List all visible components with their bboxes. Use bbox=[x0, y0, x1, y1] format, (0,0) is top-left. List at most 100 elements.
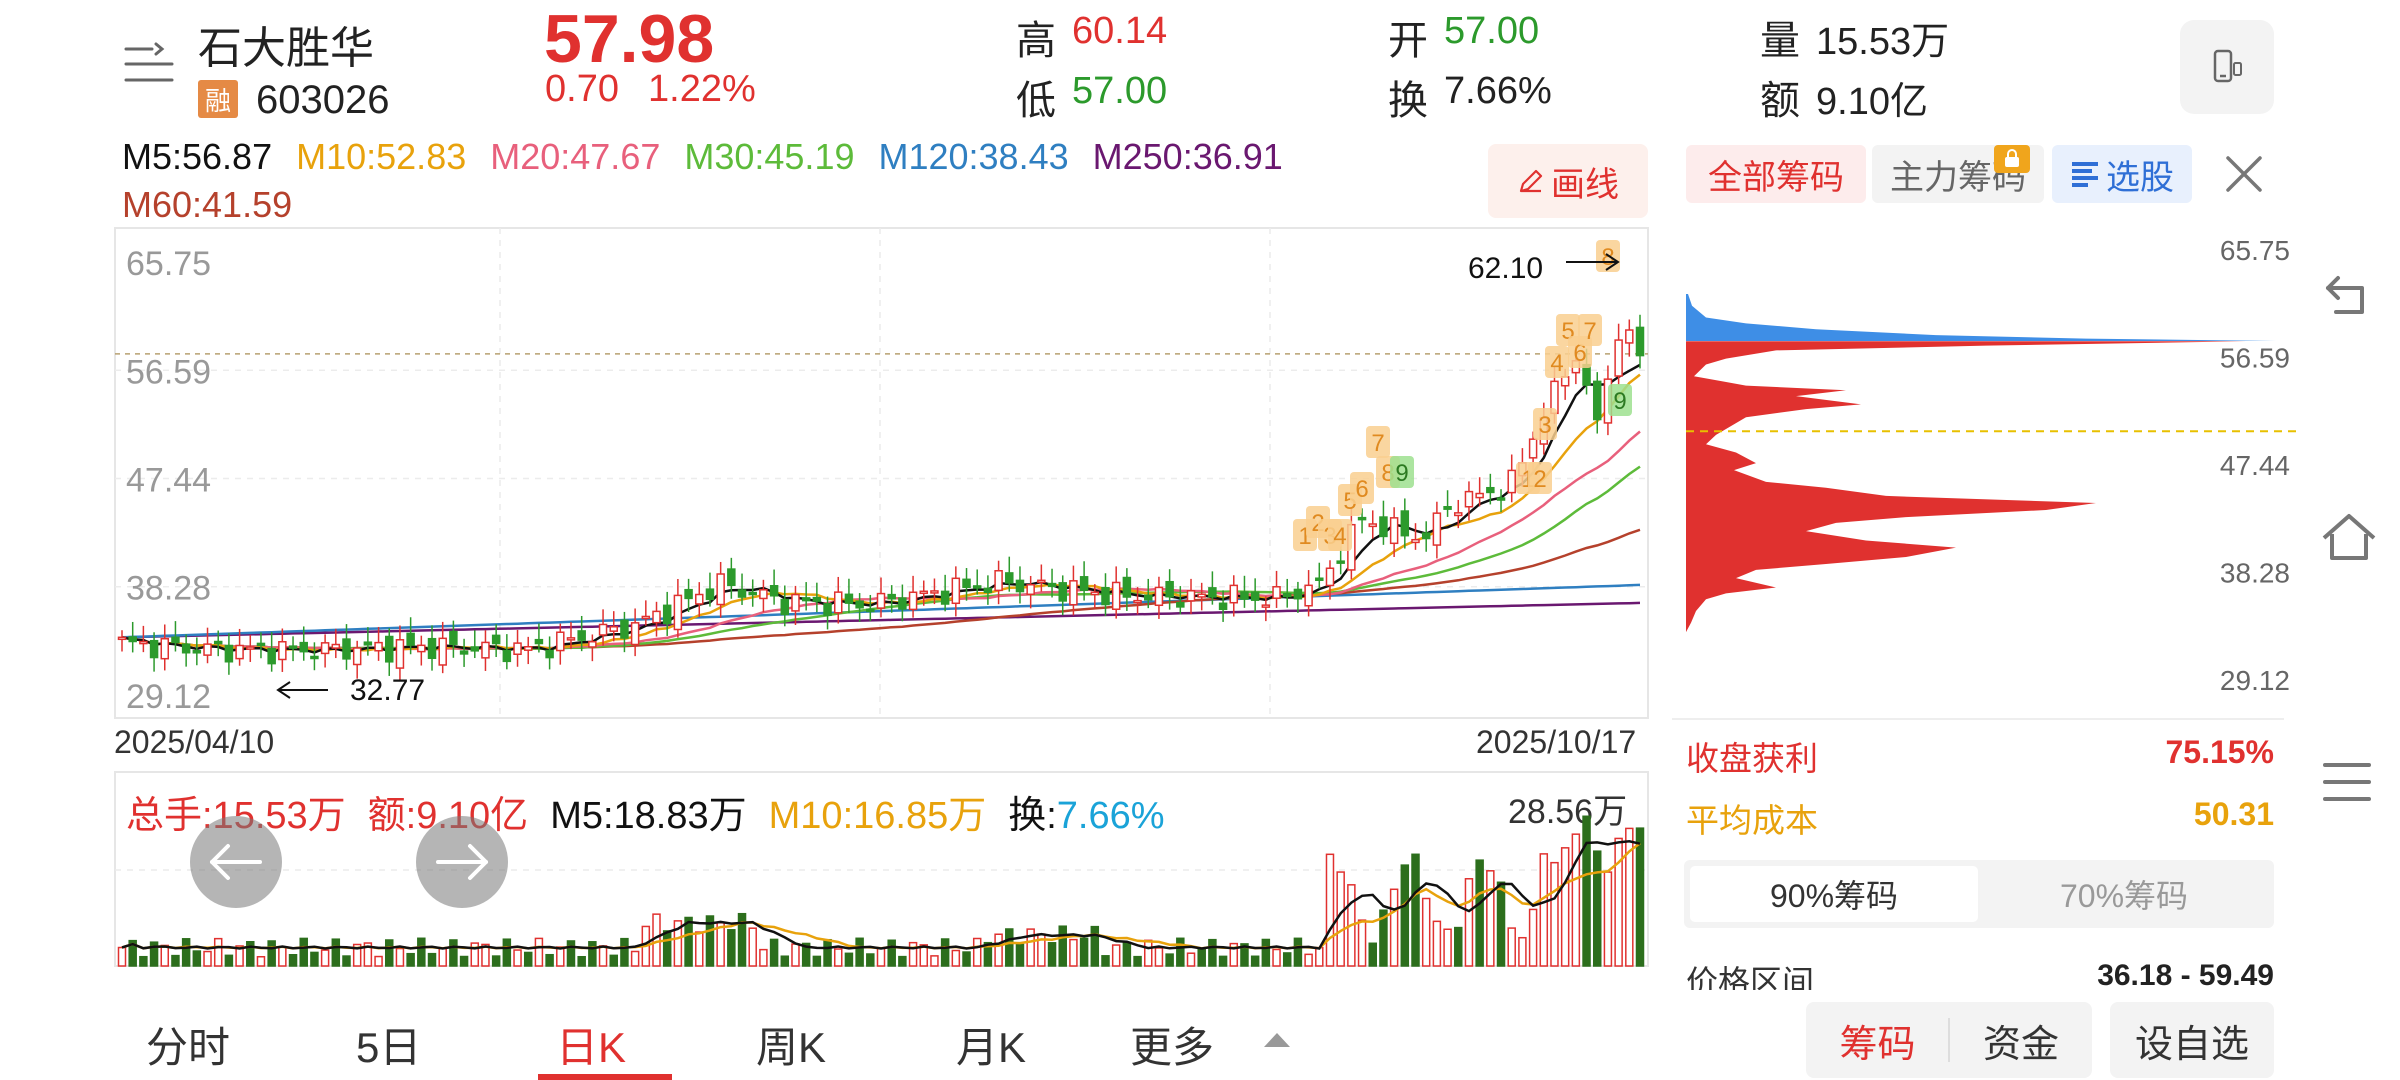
tab-5day[interactable]: 5日 bbox=[356, 1024, 422, 1071]
candle bbox=[310, 655, 319, 660]
volume-bar bbox=[1518, 936, 1527, 967]
candle bbox=[609, 626, 618, 632]
volume-bar bbox=[716, 922, 725, 967]
candle bbox=[620, 619, 629, 639]
volume-bar bbox=[470, 942, 480, 967]
volume-bar bbox=[1250, 955, 1260, 967]
candle bbox=[1464, 490, 1474, 508]
add-watchlist-button[interactable]: 设自选 bbox=[2110, 1002, 2274, 1078]
volume-bar bbox=[780, 955, 790, 967]
volume-bar bbox=[417, 937, 426, 967]
y-axis-label: 29.12 bbox=[126, 678, 211, 716]
candle bbox=[823, 603, 832, 616]
candle bbox=[299, 641, 308, 653]
candlestick-chart[interactable]: 65.7556.5947.4438.2829.12123456789123456… bbox=[0, 0, 1680, 730]
volume-max: 28.56万 bbox=[1508, 793, 1628, 831]
candle bbox=[224, 644, 234, 663]
chip-axis-label: 47.44 bbox=[2220, 450, 2290, 481]
volume-bar bbox=[1111, 944, 1121, 967]
candle bbox=[556, 631, 565, 652]
scroll-right-button[interactable] bbox=[416, 816, 508, 908]
volume-bar bbox=[983, 941, 993, 967]
candle bbox=[1133, 599, 1142, 604]
avg-cost-label: 平均成本 bbox=[1686, 802, 1818, 839]
candle bbox=[459, 650, 469, 655]
home-icon[interactable] bbox=[2320, 512, 2378, 564]
volume-bar bbox=[695, 931, 704, 967]
candle bbox=[801, 597, 811, 602]
tab-70-chips[interactable]: 70%筹码 bbox=[2059, 878, 2189, 914]
candle bbox=[866, 608, 875, 613]
volume-bar bbox=[320, 949, 330, 967]
volume-bar bbox=[427, 952, 437, 967]
candle bbox=[545, 649, 554, 659]
tab-90-chips[interactable]: 90%筹码 bbox=[1690, 866, 1978, 922]
y-axis-label: 38.28 bbox=[126, 570, 211, 608]
volume-bar bbox=[278, 946, 287, 967]
volume-bar bbox=[951, 949, 961, 967]
candle bbox=[288, 645, 298, 649]
select-stock-button[interactable]: 选股 bbox=[2052, 145, 2192, 203]
candle bbox=[769, 585, 779, 597]
volume-bar bbox=[940, 938, 950, 967]
candle bbox=[1122, 576, 1132, 598]
volume-bar bbox=[1176, 937, 1185, 967]
lock-icon bbox=[1994, 145, 2030, 173]
volume-bar bbox=[1400, 864, 1410, 967]
volume-bar bbox=[534, 937, 544, 967]
candle bbox=[235, 644, 244, 660]
margin-badge: 融 bbox=[198, 80, 238, 118]
candle bbox=[1197, 593, 1206, 598]
date-end: 2025/10/17 bbox=[1476, 724, 1637, 760]
candle bbox=[919, 590, 929, 595]
candle bbox=[1144, 594, 1153, 601]
volume-bar bbox=[459, 955, 469, 967]
tab-all-chips[interactable]: 全部筹码 bbox=[1686, 145, 1866, 203]
candle bbox=[716, 573, 725, 606]
candle bbox=[246, 646, 255, 650]
volume-bar bbox=[1625, 827, 1634, 967]
open-label: 开 bbox=[1388, 19, 1428, 63]
tab-intraday[interactable]: 分时 bbox=[146, 1024, 231, 1071]
price-change-pct: 1.22% bbox=[648, 68, 756, 110]
volume-bar bbox=[1304, 953, 1313, 967]
candle bbox=[256, 642, 266, 647]
back-icon[interactable] bbox=[2322, 272, 2376, 322]
more-caret-icon[interactable] bbox=[1262, 1030, 1292, 1050]
menu-icon[interactable] bbox=[2322, 760, 2372, 804]
candle bbox=[1475, 492, 1484, 499]
volume-bar bbox=[352, 943, 362, 967]
stock-name: 石大胜华 bbox=[198, 24, 374, 73]
candle bbox=[1176, 601, 1185, 608]
turnover-label: 换 bbox=[1388, 79, 1428, 123]
amount-label: 额 bbox=[1760, 79, 1800, 123]
candle bbox=[331, 643, 341, 649]
candle bbox=[417, 644, 426, 653]
tab-daily[interactable]: 日K bbox=[556, 1024, 627, 1071]
volume-bar bbox=[374, 955, 383, 967]
candle bbox=[972, 585, 982, 589]
volume-bar bbox=[139, 955, 148, 967]
ma-legend-item: M120:38.43 bbox=[878, 136, 1069, 177]
candle bbox=[1229, 584, 1239, 604]
volume-bar bbox=[523, 951, 533, 967]
close-icon[interactable] bbox=[2222, 152, 2266, 196]
tab-weekly[interactable]: 周K bbox=[756, 1024, 827, 1071]
volume-bar bbox=[1272, 948, 1281, 967]
candle bbox=[363, 641, 373, 646]
chip-button[interactable]: 筹码 bbox=[1839, 1023, 1916, 1066]
ma-legend: M5:56.87 M10:52.83 M20:47.67 M30:45.19 M120:… bbox=[122, 136, 1283, 178]
draw-line-button[interactable]: 画线 bbox=[1488, 144, 1648, 218]
volume-bar bbox=[1026, 928, 1035, 967]
volume-bar bbox=[406, 952, 415, 967]
fund-button[interactable]: 资金 bbox=[1982, 1023, 2059, 1066]
list-menu-icon[interactable] bbox=[124, 40, 174, 90]
tab-more[interactable]: 更多 bbox=[1130, 1024, 1215, 1071]
device-switch-button[interactable] bbox=[2180, 20, 2274, 114]
tab-monthly[interactable]: 月K bbox=[956, 1024, 1027, 1071]
scroll-left-button[interactable] bbox=[190, 816, 282, 908]
volume-bar bbox=[876, 947, 886, 967]
candle bbox=[438, 637, 447, 666]
candle bbox=[962, 578, 971, 588]
volume-bar bbox=[1496, 881, 1506, 967]
